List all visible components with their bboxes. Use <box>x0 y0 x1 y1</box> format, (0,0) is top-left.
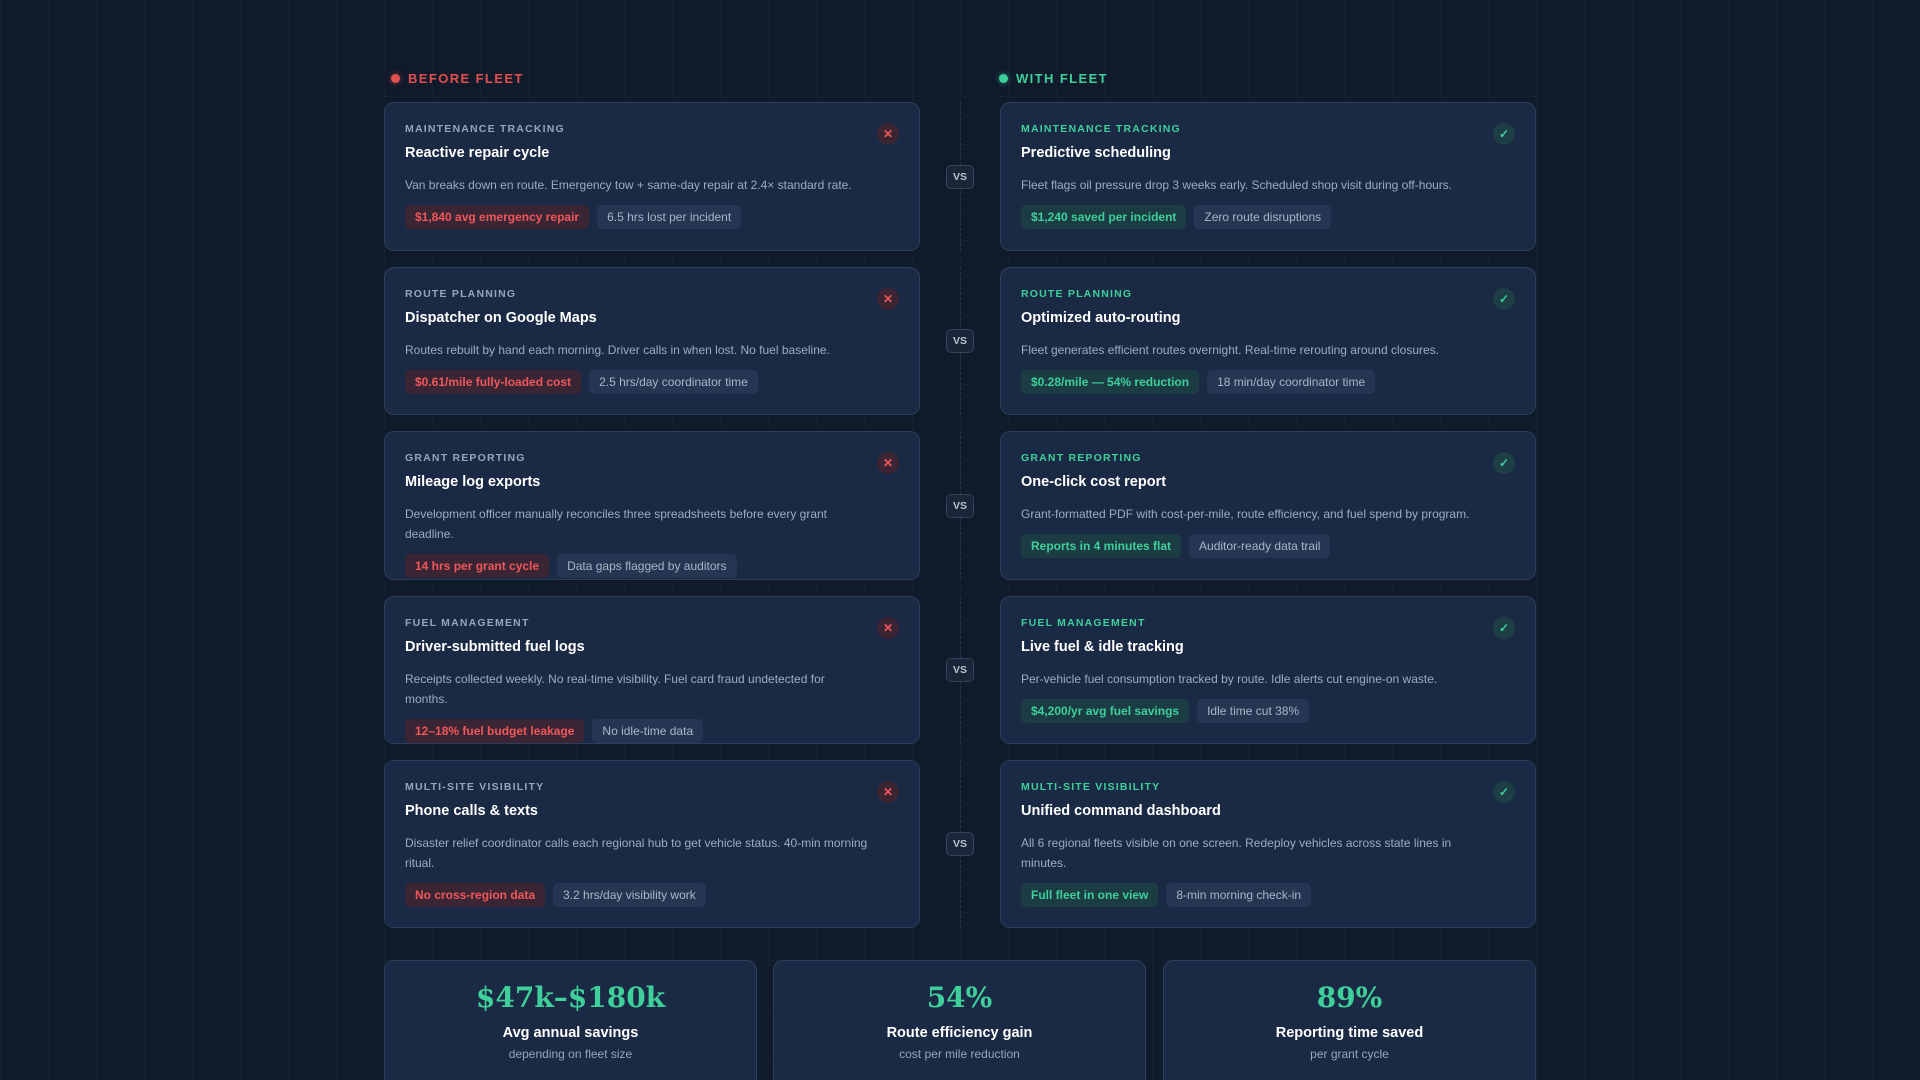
detail-badge: Data gaps flagged by auditors <box>557 554 737 578</box>
card-title: Dispatcher on Google Maps <box>405 310 597 326</box>
card-description: Fleet flags oil pressure drop 3 weeks ea… <box>1021 178 1453 192</box>
check-icon: ✓ <box>1493 781 1515 803</box>
card-category: MAINTENANCE TRACKING <box>405 123 565 135</box>
stat-card-annual-savings: $47k–$180k Avg annual savings depending … <box>384 960 757 1080</box>
card-description: All 6 regional fleets visible on one scr… <box>1021 836 1452 870</box>
before-card: ROUTE PLANNING Dispatcher on Google Maps… <box>384 267 920 415</box>
card-title: Unified command dashboard <box>1021 803 1221 819</box>
card-category: MAINTENANCE TRACKING <box>1021 123 1181 135</box>
savings-badge: $0.28/mile — 54% reduction <box>1021 370 1200 394</box>
before-card: FUEL MANAGEMENT Driver-submitted fuel lo… <box>384 596 920 744</box>
before-card: GRANT REPORTING Mileage log exports Deve… <box>384 431 920 580</box>
detail-badge: Zero route disruptions <box>1194 205 1332 229</box>
detail-badge: 18 min/day coordinator time <box>1207 370 1376 394</box>
card-title: Driver-submitted fuel logs <box>405 639 585 655</box>
detail-badge: Auditor-ready data trail <box>1189 534 1331 558</box>
stat-label: Route efficiency gain <box>886 1025 1033 1041</box>
detail-badge: 2.5 hrs/day coordinator time <box>589 370 758 394</box>
card-title: Phone calls & texts <box>405 803 538 819</box>
card-description: Van breaks down en route. Emergency tow … <box>405 178 852 192</box>
before-fleet-header: BEFORE FLEET <box>391 70 524 86</box>
cost-badge: 12–18% fuel budget leakage <box>405 719 585 743</box>
stat-value: $47k–$180k <box>475 981 666 1014</box>
cost-badge: $1,840 avg emergency repair <box>405 205 590 229</box>
card-category: MULTI-SITE VISIBILITY <box>1021 781 1161 793</box>
stat-value: 54% <box>926 981 993 1014</box>
card-category: ROUTE PLANNING <box>1021 288 1133 300</box>
comparison-row-multi-site: MULTI-SITE VISIBILITY Phone calls & text… <box>384 760 1536 928</box>
x-icon: ✕ <box>877 452 899 474</box>
cost-badge: 14 hrs per grant cycle <box>405 554 550 578</box>
card-title: Predictive scheduling <box>1021 145 1171 161</box>
comparison-row-fuel-management: FUEL MANAGEMENT Driver-submitted fuel lo… <box>384 596 1536 744</box>
card-description: Receipts collected weekly. No real-time … <box>405 672 825 706</box>
with-fleet-header: WITH FLEET <box>999 70 1108 86</box>
stat-value: 89% <box>1316 981 1383 1014</box>
with-card: ROUTE PLANNING Optimized auto-routing Fl… <box>1000 267 1536 415</box>
check-icon: ✓ <box>1493 617 1515 639</box>
stat-label: Avg annual savings <box>502 1025 639 1041</box>
vs-badge: VS <box>946 658 974 682</box>
stat-card-reporting-time: 89% Reporting time saved per grant cycle <box>1163 960 1536 1080</box>
red-dot-icon <box>391 73 400 83</box>
cost-badge: No cross-region data <box>405 883 546 907</box>
detail-badge: 6.5 hrs lost per incident <box>597 205 742 229</box>
card-category: MULTI-SITE VISIBILITY <box>405 781 545 793</box>
before-card: MULTI-SITE VISIBILITY Phone calls & text… <box>384 760 920 928</box>
savings-badge: Reports in 4 minutes flat <box>1021 534 1182 558</box>
card-title: Mileage log exports <box>405 474 541 490</box>
cost-badge: $0.61/mile fully-loaded cost <box>405 370 582 394</box>
detail-badge: No idle-time data <box>592 719 704 743</box>
vs-badge: VS <box>946 329 974 353</box>
before-card: MAINTENANCE TRACKING Reactive repair cyc… <box>384 102 920 251</box>
check-icon: ✓ <box>1493 452 1515 474</box>
card-description: Routes rebuilt by hand each morning. Dri… <box>405 343 830 357</box>
vs-badge: VS <box>946 493 974 518</box>
comparison-row-maintenance: MAINTENANCE TRACKING Reactive repair cyc… <box>384 102 1536 251</box>
with-card: MULTI-SITE VISIBILITY Unified command da… <box>1000 760 1536 928</box>
with-fleet-label: WITH FLEET <box>1016 70 1108 86</box>
x-icon: ✕ <box>877 781 899 803</box>
x-icon: ✕ <box>877 617 899 639</box>
green-dot-icon <box>999 73 1008 83</box>
savings-badge: $4,200/yr avg fuel savings <box>1021 699 1190 723</box>
detail-badge: Idle time cut 38% <box>1197 699 1310 723</box>
comparison-row-grant-reporting: GRANT REPORTING Mileage log exports Deve… <box>384 431 1536 580</box>
card-title: Optimized auto-routing <box>1021 310 1181 326</box>
card-category: FUEL MANAGEMENT <box>405 617 530 629</box>
stat-card-route-efficiency: 54% Route efficiency gain cost per mile … <box>773 960 1146 1080</box>
card-category: GRANT REPORTING <box>1021 452 1142 464</box>
card-title: One-click cost report <box>1021 474 1167 490</box>
with-card: MAINTENANCE TRACKING Predictive scheduli… <box>1000 102 1536 251</box>
detail-badge: 8-min morning check-in <box>1166 883 1312 907</box>
stat-sublabel: per grant cycle <box>1310 1047 1389 1061</box>
card-description: Development officer manually reconciles … <box>405 507 828 541</box>
savings-badge: Full fleet in one view <box>1021 883 1159 907</box>
card-title: Live fuel & idle tracking <box>1021 639 1184 655</box>
x-icon: ✕ <box>877 123 899 145</box>
savings-badge: $1,240 saved per incident <box>1021 205 1187 229</box>
with-card: GRANT REPORTING One-click cost report Gr… <box>1000 431 1536 580</box>
card-title: Reactive repair cycle <box>405 145 550 161</box>
card-category: ROUTE PLANNING <box>405 288 517 300</box>
check-icon: ✓ <box>1493 123 1515 145</box>
stat-sublabel: depending on fleet size <box>508 1047 633 1061</box>
card-category: GRANT REPORTING <box>405 452 526 464</box>
x-icon: ✕ <box>877 288 899 310</box>
card-description: Fleet generates efficient routes overnig… <box>1021 343 1440 357</box>
card-description: Disaster relief coordinator calls each r… <box>405 836 868 870</box>
stat-label: Reporting time saved <box>1275 1025 1424 1041</box>
card-description: Grant-formatted PDF with cost-per-mile, … <box>1021 507 1470 521</box>
check-icon: ✓ <box>1493 288 1515 310</box>
before-fleet-label: BEFORE FLEET <box>408 70 524 86</box>
stat-sublabel: cost per mile reduction <box>899 1047 1020 1061</box>
card-description: Per-vehicle fuel consumption tracked by … <box>1021 672 1438 686</box>
vs-badge: VS <box>946 832 974 856</box>
detail-badge: 3.2 hrs/day visibility work <box>553 883 706 907</box>
comparison-row-route-planning: ROUTE PLANNING Dispatcher on Google Maps… <box>384 267 1536 415</box>
card-category: FUEL MANAGEMENT <box>1021 617 1146 629</box>
with-card: FUEL MANAGEMENT Live fuel & idle trackin… <box>1000 596 1536 744</box>
vs-badge: VS <box>946 164 974 189</box>
